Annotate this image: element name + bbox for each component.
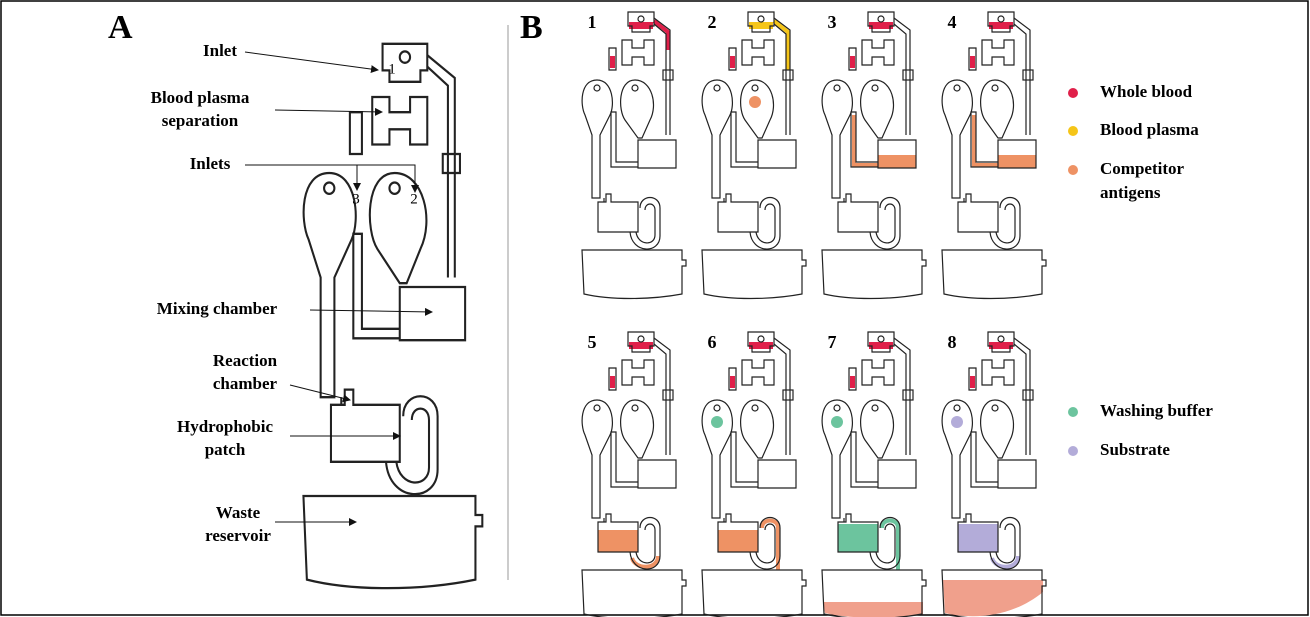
panel-label: A (108, 9, 133, 46)
fluid-dot (831, 416, 843, 428)
callout-arrows (244, 51, 433, 526)
legend-label: Whole blood (1100, 82, 1193, 101)
step: 8 (941, 331, 1047, 617)
fluid (838, 524, 878, 552)
device (701, 11, 807, 300)
step-number: 4 (948, 12, 957, 32)
legend-swatch (1068, 446, 1078, 456)
steps: 1 2 3 4 5 6 7 8 (581, 11, 1047, 617)
fluid (869, 342, 893, 349)
fluid (850, 376, 855, 388)
fluid (730, 376, 735, 388)
part-labels: Inlet Blood plasma separation Inlets Mixing … (151, 41, 418, 545)
device (581, 331, 687, 617)
fluid (989, 342, 1013, 349)
fluid-channel (652, 19, 670, 50)
legend-label: Blood plasma (1100, 120, 1199, 139)
legend-label: Washing buffer (1100, 401, 1213, 420)
part-label: Blood plasma (151, 88, 250, 107)
fluid-channel (972, 115, 998, 167)
fluid-channel (880, 518, 900, 570)
fluid (970, 376, 975, 388)
step: 6 (701, 331, 807, 617)
inlet-number: 3 (352, 191, 360, 207)
part-label: patch (205, 440, 246, 459)
fluid (610, 376, 615, 388)
legend-swatch (1068, 126, 1078, 136)
inlet-number: 1 (388, 61, 396, 77)
fluid-dot (711, 416, 723, 428)
part-label: Mixing chamber (157, 299, 278, 318)
step: 4 (941, 11, 1047, 300)
fluid (850, 56, 855, 68)
fluid (598, 530, 638, 552)
step-number: 7 (828, 332, 837, 352)
part-label: Inlets (190, 154, 231, 173)
fluid (989, 22, 1013, 29)
legend-label: Substrate (1100, 440, 1170, 459)
part-label: separation (162, 111, 239, 130)
part-label: Hydrophobic (177, 417, 274, 436)
legend: Whole blood Blood plasma Competitor antigen… (1068, 82, 1213, 459)
fluid (998, 155, 1036, 168)
part-label: Inlet (203, 41, 237, 60)
part-label: reservoir (205, 526, 271, 545)
step-number: 5 (588, 332, 597, 352)
step: 2 (701, 11, 807, 300)
fluid-channel (852, 115, 878, 167)
part-label: chamber (213, 374, 278, 393)
step: 1 (581, 11, 687, 300)
fluid-dot (951, 416, 963, 428)
legend-label: antigens (1100, 183, 1161, 202)
fluid (878, 155, 916, 168)
part-label: Waste (216, 503, 261, 522)
fluid (970, 56, 975, 68)
fluid-channel (772, 19, 790, 70)
device (821, 331, 927, 617)
fluid-channel (990, 555, 1020, 569)
legend-label: Competitor (1100, 159, 1184, 178)
fluid (629, 22, 653, 29)
inlet-number: 2 (410, 191, 418, 207)
fluid (730, 56, 735, 68)
waste-fill (823, 602, 923, 617)
waste-fill (943, 580, 1043, 617)
device (941, 331, 1047, 617)
legend-swatch (1068, 88, 1078, 98)
device (581, 11, 687, 300)
fluid (958, 524, 998, 552)
step-number: 2 (708, 12, 717, 32)
fluid (610, 56, 615, 68)
device (701, 331, 807, 617)
fluid-dot (749, 96, 761, 108)
fluid (749, 22, 773, 29)
part-label: Reaction (213, 351, 278, 370)
fluid (629, 342, 653, 349)
fluid (718, 530, 758, 552)
step: 5 (581, 331, 687, 617)
step-number: 6 (708, 332, 717, 352)
legend-swatch (1068, 165, 1078, 175)
fluid-channel (630, 555, 660, 569)
fluid (869, 22, 893, 29)
step: 7 (821, 331, 927, 617)
legend-swatch (1068, 407, 1078, 417)
step-number: 3 (828, 12, 837, 32)
fluid-channel (760, 518, 780, 570)
panel-label: B (520, 9, 543, 46)
step-number: 8 (948, 332, 957, 352)
device-diagram (302, 42, 484, 590)
step: 3 (821, 11, 927, 300)
fluid (749, 342, 773, 349)
step-number: 1 (588, 12, 597, 32)
